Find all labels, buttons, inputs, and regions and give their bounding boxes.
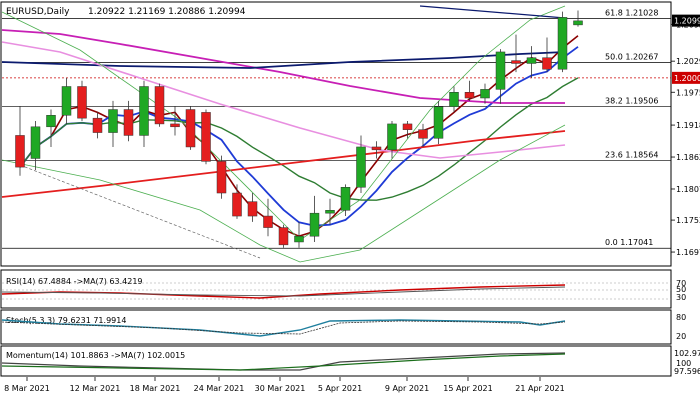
date-label-0: 8 Mar 2021: [4, 384, 50, 393]
date-label-2: 18 Mar 2021: [130, 384, 181, 393]
ohlc-readout: 1.20922 1.21169 1.20886 1.20994: [88, 7, 246, 17]
candle-body-24: [387, 123, 397, 151]
rsi-level-70: 70: [676, 279, 686, 288]
date-label-1: 12 Mar 2021: [70, 384, 121, 393]
candle-body-14: [232, 192, 242, 217]
rsi-line: [1, 284, 566, 299]
price-tick-label-7: 1.16975: [676, 248, 700, 257]
momentum-panel-frame: [0, 345, 672, 377]
rsi-level-30: 30: [676, 293, 686, 302]
momentum-line: [1, 352, 566, 371]
rsi-panel-frame: [0, 269, 672, 309]
candle-body-30: [480, 89, 490, 99]
candle-body-23: [371, 146, 382, 151]
candle-body-21: [340, 187, 351, 211]
momentum-level-100: 100: [676, 359, 691, 368]
fib-label-4: 0.0 1.17041: [605, 238, 653, 247]
fib-label-1: 50.0 1.20267: [605, 52, 658, 61]
band-lower-line: [1, 124, 566, 263]
candle-body-15: [247, 201, 258, 217]
date-label-7: 15 Apr 2021: [443, 384, 492, 393]
candle-body-18: [294, 235, 304, 243]
fib-label-0: 61.8 1.21028: [605, 9, 658, 18]
candle-body-4: [77, 86, 87, 119]
candle-body-6: [108, 109, 118, 133]
main-panel-frame: [0, 1, 672, 267]
candle-body-19: [309, 212, 320, 237]
trendline-top: [419, 5, 566, 19]
candle-body-29: [464, 92, 475, 99]
candle-body-16: [263, 215, 273, 228]
candle-body-32: [511, 60, 521, 64]
stoch-label: Stoch(5,3,3) 79.6231 71.9914: [6, 316, 126, 325]
momentum-label: Momentum(14) 101.8863 ->MA(7) 102.0015: [6, 351, 185, 360]
price-tick-label-2: 1.19750: [676, 88, 700, 97]
chart-title: EURUSD,Daily: [6, 7, 70, 17]
momentum-level-high: 102.9757: [674, 349, 700, 358]
candle-body-31: [495, 51, 506, 90]
date-label-3: 24 Mar 2021: [194, 384, 245, 393]
candle-body-9: [154, 86, 165, 125]
level-tag-bg: [672, 71, 700, 84]
stoch-d-line: [1, 320, 566, 335]
rsi-level-50: 50: [676, 285, 686, 294]
current-price-label: 1.20994: [674, 17, 700, 26]
candle-body-33: [526, 57, 537, 64]
trendline-dashed: [19, 164, 261, 259]
candle-body-12: [201, 112, 211, 162]
price-tick-label-5: 1.18070: [676, 185, 700, 194]
candle-body-36: [573, 20, 583, 26]
date-label-8: 21 Apr 2021: [515, 384, 564, 393]
candle-body-35: [557, 17, 568, 70]
candle-body-27: [433, 106, 444, 139]
candle-body-22: [356, 146, 366, 188]
candle-body-20: [325, 210, 335, 214]
rsi-ma-line: [1, 286, 566, 297]
candle-body-28: [449, 92, 459, 107]
candle-body-2: [46, 115, 56, 128]
date-label-4: 30 Mar 2021: [255, 384, 306, 393]
fib-label-3: 23.6 1.18564: [605, 151, 658, 160]
candle-body-1: [30, 126, 41, 159]
candle-body-25: [402, 123, 413, 130]
fib-label-2: 38.2 1.19506: [605, 96, 658, 105]
ma-magenta-line: [1, 29, 565, 104]
stoch-k-line: [1, 319, 566, 337]
ma-pink-line: [1, 41, 566, 159]
stoch-panel-frame: [0, 309, 672, 345]
candle-body-5: [92, 117, 103, 133]
candle-body-13: [216, 161, 227, 194]
candle-body-17: [278, 227, 289, 246]
candle-body-34: [542, 57, 552, 70]
candle-body-8: [139, 86, 149, 136]
candle-body-11: [185, 109, 196, 148]
candle-body-0: [15, 135, 25, 168]
stoch-level-20: 20: [676, 332, 686, 341]
price-tick-label-6: 1.17530: [676, 216, 700, 225]
candle-body-10: [170, 123, 180, 128]
price-tick-label-4: 1.18625: [676, 153, 700, 162]
candle-body-7: [123, 109, 134, 136]
level-tag-label: 1.20000: [674, 74, 700, 83]
date-label-5: 5 Apr 2021: [318, 384, 362, 393]
candle-body-3: [61, 86, 72, 116]
candle-body-26: [418, 129, 428, 139]
price-tick-label-1: 1.20290: [676, 57, 700, 66]
date-label-6: 9 Apr 2021: [385, 384, 429, 393]
current-price-tag-bg: [672, 14, 700, 27]
price-tick-label-3: 1.19180: [676, 121, 700, 130]
ma-navy-line: [1, 51, 566, 69]
momentum-ma-line: [1, 353, 566, 371]
stoch-level-80: 80: [676, 313, 686, 322]
ma-red-long-line: [1, 130, 566, 198]
rsi-label: RSI(14) 67.4884 ->MA(7) 63.4219: [6, 277, 143, 286]
